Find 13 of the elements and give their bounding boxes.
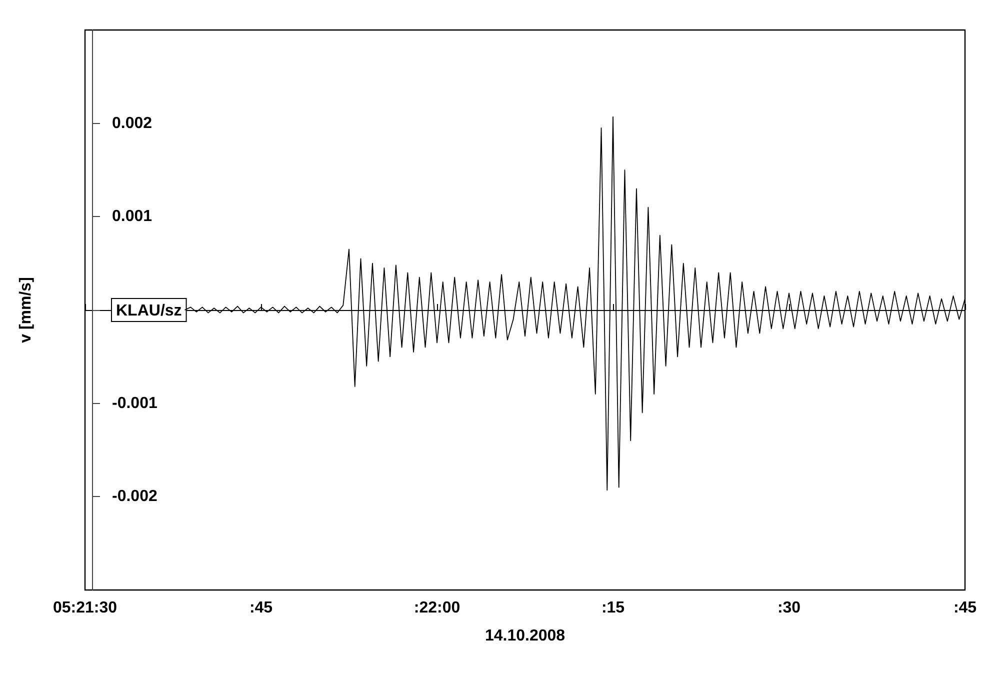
x-tick-label: :45 [249,600,273,616]
y-tick-label: -0.002 [112,488,158,506]
y-tick-label: 0.002 [112,114,152,132]
x-tick-label: :45 [953,600,977,616]
x-tick-label: :30 [777,600,801,616]
y-axis-title: v [mm/s] [18,277,34,343]
y-tick-label: KLAU/sz [116,302,182,320]
x-tick-label: :15 [601,600,625,616]
y-tick-label: -0.001 [112,394,158,412]
y-tick-label: 0.001 [112,208,152,226]
x-tick-label: 05:21:30 [52,600,118,616]
x-tick-label: :22:00 [414,600,460,616]
x-axis-title: 14.10.2008 [484,628,566,644]
